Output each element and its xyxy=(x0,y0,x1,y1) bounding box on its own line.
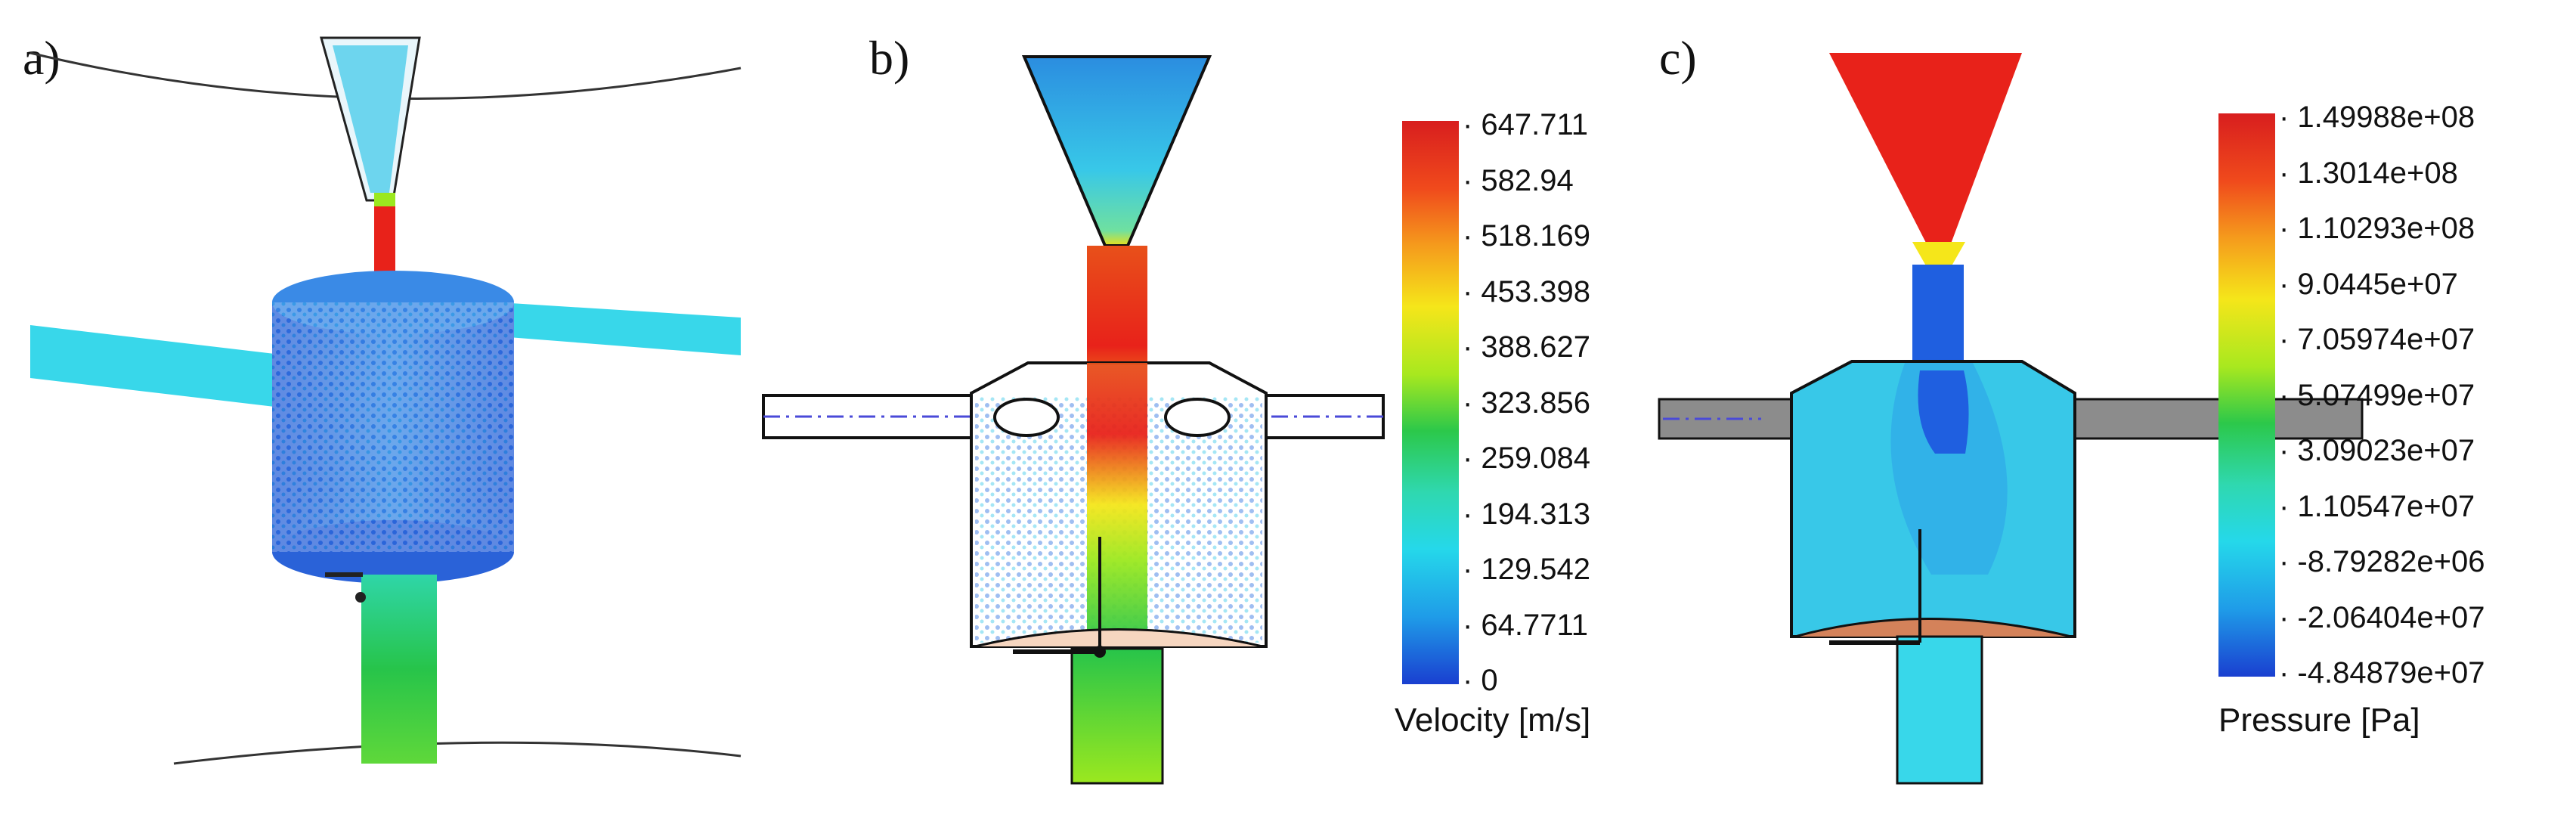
pressure-tick-2: · 1.10293e+08 xyxy=(2279,212,2475,245)
velocity-tick-6: · 259.084 xyxy=(1463,442,1591,475)
panel-b-drawing xyxy=(762,55,1385,785)
pressure-tick-9: · -2.06404e+07 xyxy=(2279,600,2485,634)
velocity-tick-9: · 64.7711 xyxy=(1463,608,1589,642)
pressure-tick-6: · 3.09023e+07 xyxy=(2279,434,2475,467)
pressure-tick-3: · 9.0445e+07 xyxy=(2279,267,2458,301)
pressure-colorbar xyxy=(2218,113,2275,677)
panel-b-label: b) xyxy=(869,31,910,85)
pressure-tick-8: · -8.79282e+06 xyxy=(2279,545,2485,578)
velocity-tick-7: · 194.313 xyxy=(1463,497,1591,531)
pressure-tick-7: · 1.10547e+07 xyxy=(2279,489,2475,523)
pressure-colorbar-title: Pressure [Pa] xyxy=(2218,702,2420,739)
pressure-tick-10: · -4.84879e+07 xyxy=(2279,656,2485,689)
velocity-tick-0: · 647.711 xyxy=(1463,108,1589,141)
panel-a-drawing xyxy=(29,36,742,765)
pressure-tick-4: · 7.05974e+07 xyxy=(2279,323,2475,356)
velocity-tick-4: · 388.627 xyxy=(1463,330,1591,364)
pressure-tick-0: · 1.49988e+08 xyxy=(2279,101,2475,134)
velocity-tick-8: · 129.542 xyxy=(1463,553,1591,586)
velocity-tick-3: · 453.398 xyxy=(1463,274,1591,308)
velocity-tick-2: · 518.169 xyxy=(1463,219,1591,253)
pressure-tick-1: · 1.3014e+08 xyxy=(2279,156,2458,190)
panel-c-label: c) xyxy=(1659,31,1697,85)
velocity-tick-10: · 0 xyxy=(1463,664,1498,697)
velocity-tick-5: · 323.856 xyxy=(1463,386,1591,420)
velocity-tick-1: · 582.94 xyxy=(1463,163,1574,197)
velocity-colorbar xyxy=(1402,121,1459,684)
pressure-tick-5: · 5.07499e+07 xyxy=(2279,378,2475,412)
velocity-colorbar-title: Velocity [m/s] xyxy=(1395,702,1591,739)
